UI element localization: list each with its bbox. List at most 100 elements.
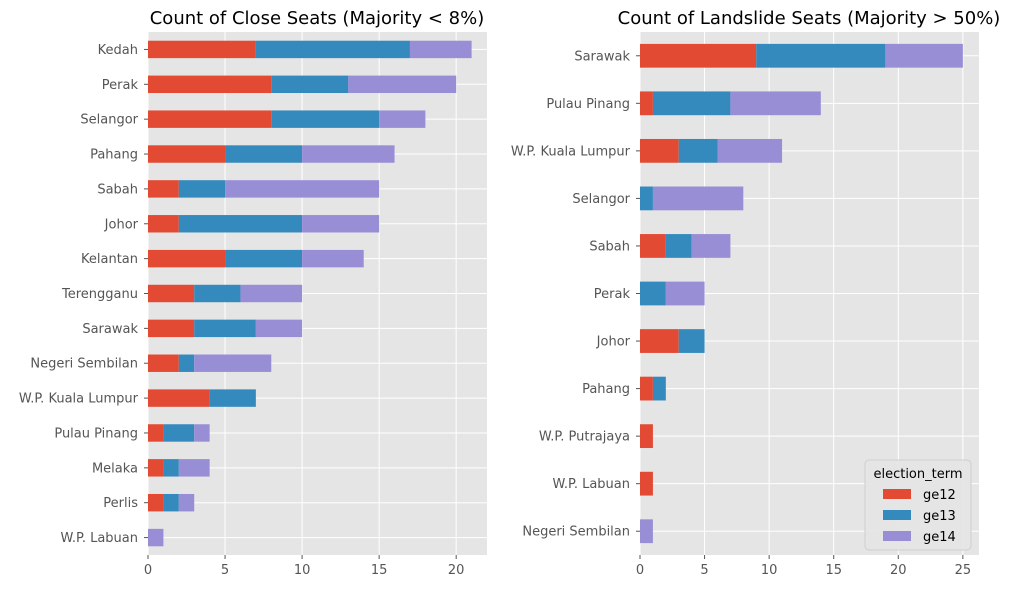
chart2-title: Count of Landslide Seats (Majority > 50%… <box>618 8 1001 29</box>
chart2-ytick-label: Selangor <box>572 192 630 207</box>
chart1-bar-negeri-sembilan-ge14 <box>194 354 272 372</box>
chart1-bar-terengganu-ge14 <box>240 284 303 303</box>
chart1-bar-sabah-ge13 <box>178 180 226 198</box>
chart1-bar-perlis-ge13 <box>163 493 179 512</box>
chart1-bar-sarawak-ge12 <box>148 319 195 338</box>
chart1-bar-johor-ge14 <box>302 215 380 233</box>
chart1-bar-selangor-ge13 <box>271 110 380 128</box>
chart1-bar-perlis-ge12 <box>148 493 164 512</box>
chart1-ytick-label: Kelantan <box>81 252 138 267</box>
chart2-xtick-label: 10 <box>761 563 778 578</box>
chart1-bar-kelantan-ge14 <box>302 249 364 268</box>
chart2-ytick-label: Johor <box>596 335 631 350</box>
chart2-bar-perak-ge14 <box>665 281 705 306</box>
chart2-ytick-label: Negeri Sembilan <box>522 525 630 540</box>
chart2-bar-sarawak-ge13 <box>756 43 886 68</box>
chart1-xtick-label: 10 <box>294 563 311 578</box>
chart1-bar-sabah-ge12 <box>148 180 179 198</box>
chart1-bar-negeri-sembilan-ge13 <box>178 354 195 372</box>
chart1-bar-johor-ge13 <box>178 215 303 233</box>
chart1-ytick-label: Negeri Sembilan <box>30 357 138 372</box>
chart1-xtick-label: 5 <box>221 563 229 578</box>
chart1-ytick-label: W.P. Labuan <box>61 531 138 546</box>
chart2-bar-sarawak-ge12 <box>640 43 757 68</box>
chart1-bar-selangor-ge12 <box>148 110 272 128</box>
chart1-bar-sarawak-ge13 <box>194 319 256 338</box>
chart2-bar-pahang-ge13 <box>652 376 666 401</box>
chart1-bar-sabah-ge14 <box>225 180 380 198</box>
chart1-bar-pulau-pinang-ge12 <box>148 424 164 442</box>
legend-swatch-ge14 <box>883 531 911 541</box>
chart1-xtick-label: 15 <box>371 563 388 578</box>
chart1-bar-selangor-ge14 <box>379 110 426 128</box>
chart1-bar-negeri-sembilan-ge12 <box>148 354 179 372</box>
chart2-bar-pulau-pinang-ge13 <box>652 91 731 116</box>
chart1-bar-perak-ge13 <box>271 75 349 94</box>
chart1-ytick-label: Pahang <box>90 148 138 163</box>
chart1-ytick-label: Pulau Pinang <box>54 426 138 441</box>
chart2-ytick-label: W.P. Putrajaya <box>539 430 630 445</box>
chart2-bar-sabah-ge12 <box>640 234 666 258</box>
chart1-bar-perak-ge12 <box>148 75 272 94</box>
chart2-bar-negeri-sembilan-ge14 <box>640 519 653 544</box>
chart1-bar-w-p-labuan-ge14 <box>148 528 164 547</box>
chart2-bar-pahang-ge12 <box>640 376 653 401</box>
chart2-xtick-label: 5 <box>700 563 708 578</box>
chart2-bar-perak-ge13 <box>640 281 666 306</box>
chart2-bar-pulau-pinang-ge14 <box>730 91 821 116</box>
chart1-ytick-label: Perlis <box>103 496 138 511</box>
chart1-bar-johor-ge12 <box>148 215 179 233</box>
chart1-bar-pahang-ge13 <box>225 145 303 163</box>
chart2-bar-sabah-ge13 <box>665 234 692 258</box>
chart1-ytick-label: Perak <box>102 78 139 93</box>
chart2-ytick-label: Sabah <box>589 239 630 254</box>
chart2-ytick-label: Pahang <box>582 382 630 397</box>
chart2-bar-w-p-kuala-lumpur-ge14 <box>717 138 783 163</box>
chart1-bar-kelantan-ge13 <box>225 249 303 268</box>
chart1-bar-w-p-kuala-lumpur-ge12 <box>148 389 210 407</box>
chart1-xtick-label: 20 <box>448 563 465 578</box>
chart2-bar-w-p-kuala-lumpur-ge12 <box>640 138 679 163</box>
legend-swatch-ge13 <box>883 510 911 520</box>
chart2-bar-w-p-kuala-lumpur-ge13 <box>678 138 718 163</box>
chart2-xtick-label: 0 <box>636 563 644 578</box>
chart1-ytick-label: Terengganu <box>61 287 138 302</box>
chart1-bar-pulau-pinang-ge14 <box>194 424 210 442</box>
chart1-bar-melaka-ge13 <box>163 459 179 477</box>
chart2-bar-johor-ge12 <box>640 329 679 353</box>
chart1-bar-pulau-pinang-ge13 <box>163 424 195 442</box>
chart1-ytick-label: Sabah <box>97 182 138 197</box>
chart1-ytick-label: Selangor <box>80 113 138 128</box>
chart2-bar-selangor-ge13 <box>640 186 653 211</box>
legend-title: election_term <box>873 467 962 482</box>
chart1-bar-kedah-ge12 <box>148 40 256 59</box>
chart1-ytick-label: Johor <box>104 217 139 232</box>
chart1-bar-perlis-ge14 <box>178 493 195 512</box>
chart2-ytick-label: Pulau Pinang <box>546 97 630 112</box>
chart1-bar-kedah-ge14 <box>409 40 472 59</box>
chart1-bar-terengganu-ge13 <box>194 284 241 303</box>
chart1-bar-kelantan-ge12 <box>148 249 226 268</box>
chart2-xtick-label: 20 <box>890 563 907 578</box>
chart1-ytick-label: W.P. Kuala Lumpur <box>19 392 139 407</box>
chart1-bar-perak-ge14 <box>348 75 457 94</box>
chart2-bar-johor-ge13 <box>678 329 705 353</box>
chart1-bar-melaka-ge14 <box>178 459 210 477</box>
legend-label-ge14: ge14 <box>923 530 956 545</box>
legend-label-ge13: ge13 <box>923 509 956 524</box>
chart1-bar-w-p-kuala-lumpur-ge13 <box>209 389 256 407</box>
chart1-title: Count of Close Seats (Majority < 8%) <box>150 8 485 29</box>
chart1-ytick-label: Kedah <box>98 43 138 58</box>
chart2-bar-sabah-ge14 <box>691 234 731 258</box>
chart2-bar-sarawak-ge14 <box>885 43 963 68</box>
chart1-bar-melaka-ge12 <box>148 459 164 477</box>
chart2-bar-pulau-pinang-ge12 <box>640 91 653 116</box>
legend-swatch-ge12 <box>883 489 911 499</box>
chart2-ytick-label: W.P. Labuan <box>553 477 630 492</box>
chart2-ytick-label: Sarawak <box>574 49 630 64</box>
chart1-ytick-label: Sarawak <box>82 322 138 337</box>
legend-box <box>864 459 972 551</box>
chart2-ytick-label: Perak <box>594 287 631 302</box>
chart1-bar-terengganu-ge12 <box>148 284 195 303</box>
